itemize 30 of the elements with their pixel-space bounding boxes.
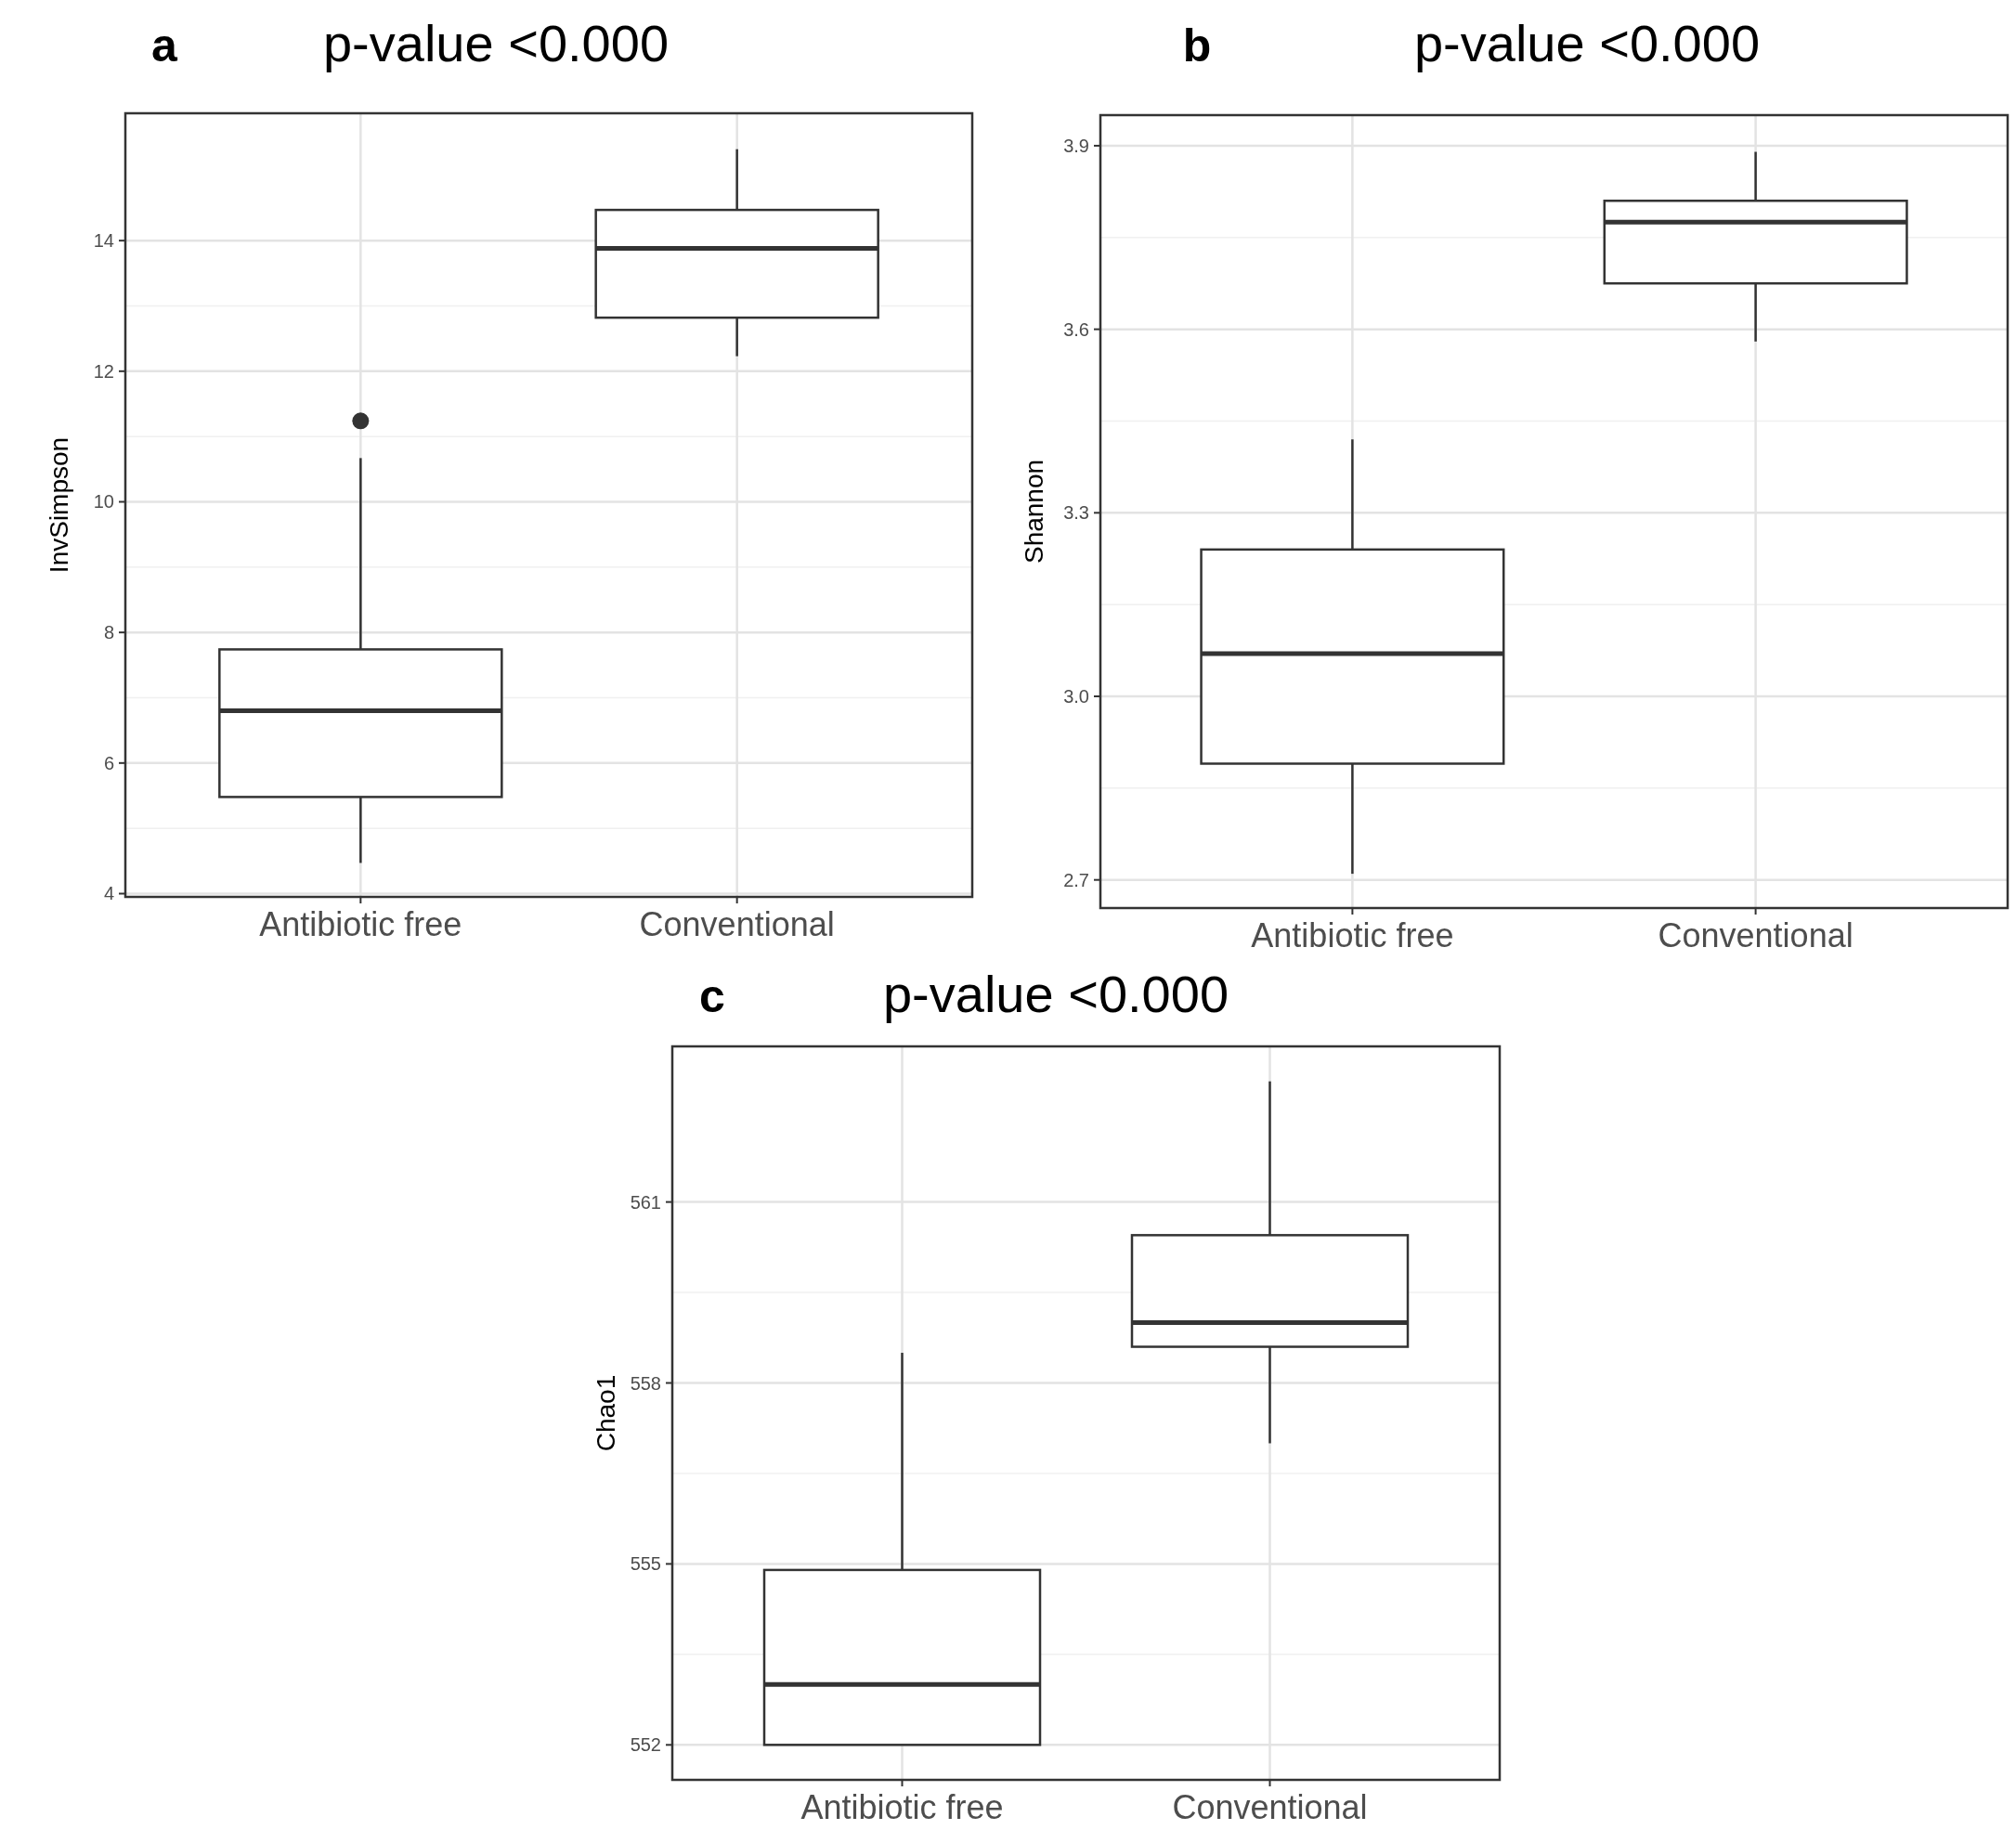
x-tick-label: Antibiotic free <box>800 1788 1004 1826</box>
text: c <box>699 970 725 1022</box>
y-axis-title: Shannon <box>1020 459 1048 565</box>
y-tick-label: 14 <box>93 230 114 252</box>
y-tick-label: 3.3 <box>1063 502 1089 524</box>
text: b <box>1182 19 1212 71</box>
y-tick-label: 12 <box>93 360 114 382</box>
chart-title: p-value <0.000 <box>322 14 670 72</box>
x-tick-label: Conventional <box>1172 1788 1368 1826</box>
y-tick-label: 3.6 <box>1063 318 1089 340</box>
y-tick-label: 4 <box>103 883 114 904</box>
y-tick-label: 3.9 <box>1063 135 1089 156</box>
y-tick-label: 2.7 <box>1063 869 1089 890</box>
x-tick-label: Conventional <box>1658 916 1853 954</box>
y-axis-title: Chao1 <box>592 1374 620 1452</box>
x-tick-label: Antibiotic free <box>259 905 462 943</box>
y-tick-label: 555 <box>630 1553 661 1575</box>
y-tick-label: 8 <box>103 622 114 643</box>
y-tick-label: 558 <box>630 1372 661 1394</box>
y-tick-label: 552 <box>630 1734 661 1756</box>
y-tick-label: 6 <box>103 752 114 773</box>
y-tick-label: 3.0 <box>1063 686 1089 707</box>
x-tick-label: Conventional <box>639 905 835 943</box>
chart-title: p-value <0.000 <box>882 965 1229 1023</box>
text: a <box>151 19 179 71</box>
y-axis-title: InvSimpson <box>45 436 73 574</box>
y-tick-label: 561 <box>630 1191 661 1213</box>
y-tick-label: 10 <box>93 491 114 513</box>
x-tick-label: Antibiotic free <box>1251 916 1454 954</box>
chart-title: p-value <0.000 <box>1413 14 1761 72</box>
